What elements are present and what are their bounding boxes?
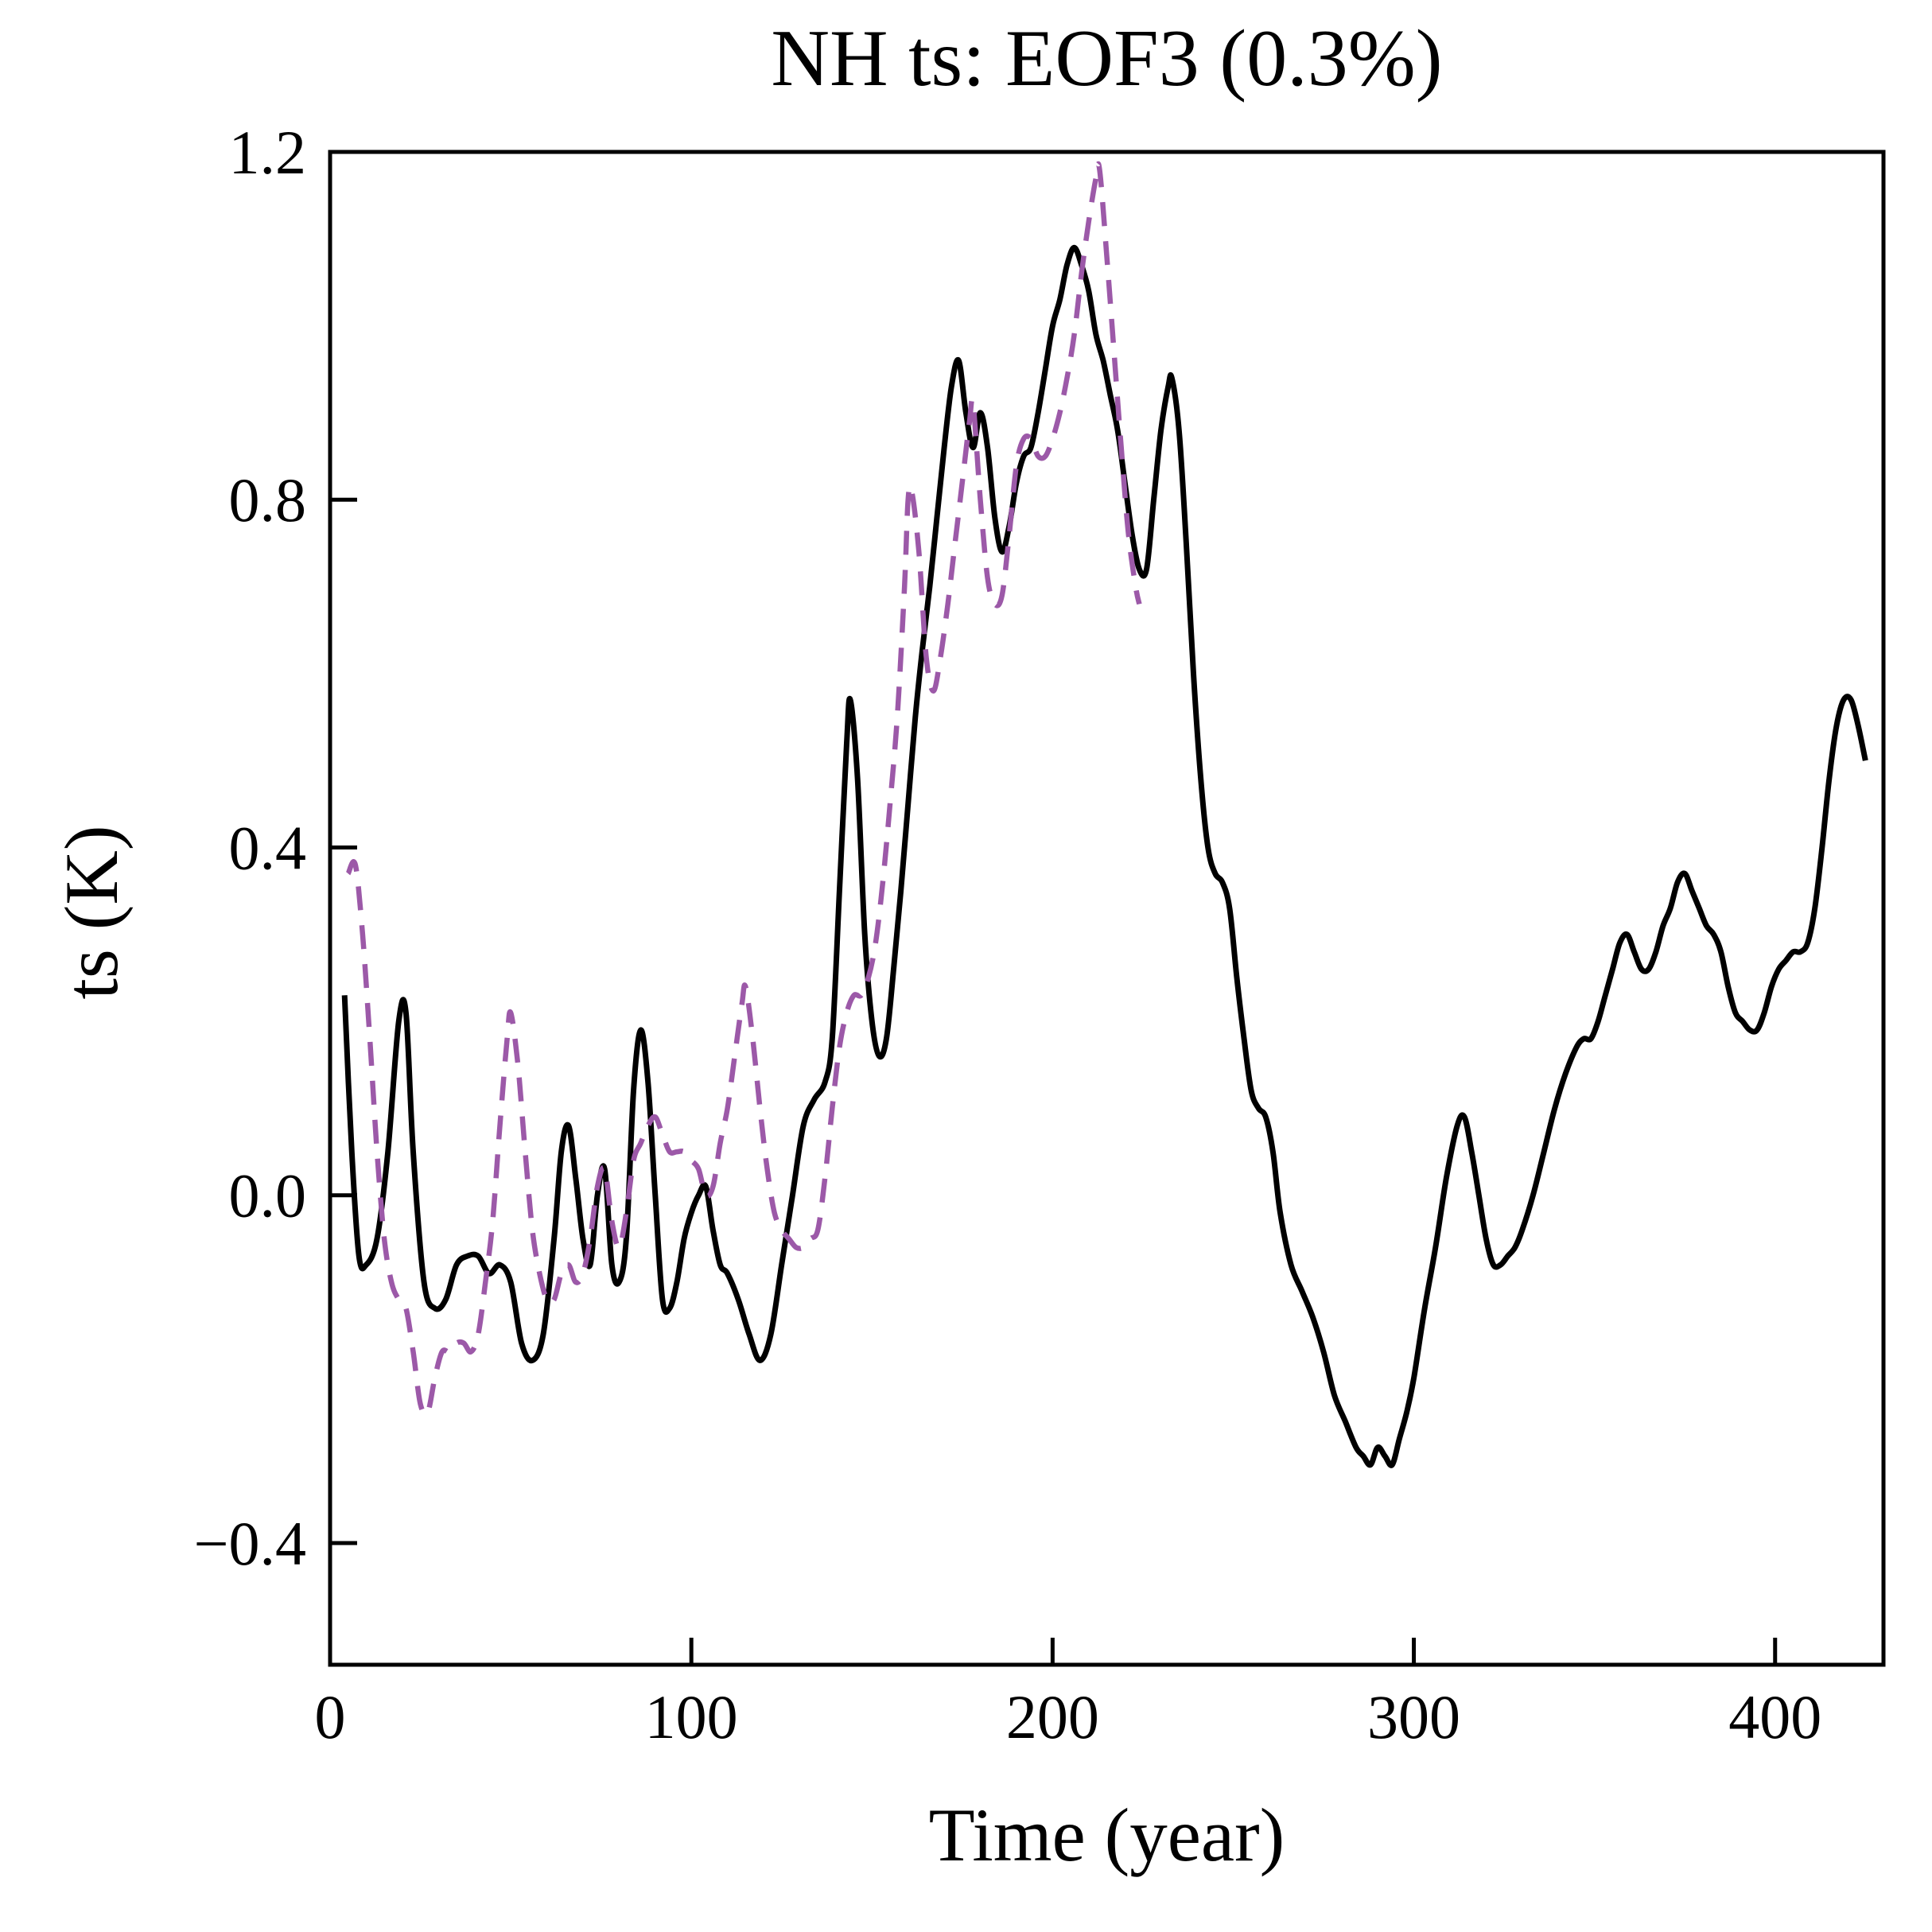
y-tick-label: 0.4 [229, 813, 307, 882]
x-tick-label: 400 [1728, 1682, 1821, 1751]
y-tick-label: 1.2 [229, 118, 307, 187]
plot-frame [328, 150, 1886, 1667]
y-tick-label: 0.8 [229, 465, 307, 535]
x-tick-label: 300 [1367, 1682, 1460, 1751]
y-tick-label: −0.4 [194, 1509, 307, 1578]
x-axis-label: Time (year) [928, 1793, 1285, 1877]
chart-title: NH ts: EOF3 (0.3%) [771, 14, 1443, 103]
x-tick-label: 200 [1006, 1682, 1099, 1751]
x-tick-label: 100 [645, 1682, 738, 1751]
y-tick-label: 0.0 [229, 1161, 307, 1230]
series-line-ts-solid-black [341, 244, 1868, 1468]
x-tick-label: 0 [315, 1682, 346, 1751]
series-line-ts-dashed-purple [345, 161, 1142, 1417]
